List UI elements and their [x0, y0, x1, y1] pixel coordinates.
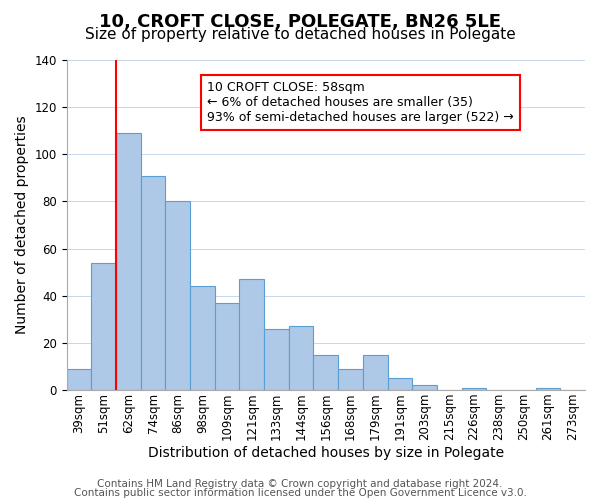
Bar — [412, 386, 437, 390]
Bar — [67, 369, 91, 390]
Bar — [363, 354, 388, 390]
Bar — [313, 354, 338, 390]
Bar — [190, 286, 215, 390]
Bar — [91, 262, 116, 390]
Bar — [289, 326, 313, 390]
Bar — [338, 369, 363, 390]
X-axis label: Distribution of detached houses by size in Polegate: Distribution of detached houses by size … — [148, 446, 504, 460]
Bar — [166, 202, 190, 390]
Text: Contains public sector information licensed under the Open Government Licence v3: Contains public sector information licen… — [74, 488, 526, 498]
Text: Size of property relative to detached houses in Polegate: Size of property relative to detached ho… — [85, 28, 515, 42]
Bar — [116, 133, 141, 390]
Text: 10 CROFT CLOSE: 58sqm
← 6% of detached houses are smaller (35)
93% of semi-detac: 10 CROFT CLOSE: 58sqm ← 6% of detached h… — [208, 81, 514, 124]
Bar — [388, 378, 412, 390]
Bar — [239, 279, 264, 390]
Text: Contains HM Land Registry data © Crown copyright and database right 2024.: Contains HM Land Registry data © Crown c… — [97, 479, 503, 489]
Bar — [536, 388, 560, 390]
Bar — [461, 388, 486, 390]
Text: 10, CROFT CLOSE, POLEGATE, BN26 5LE: 10, CROFT CLOSE, POLEGATE, BN26 5LE — [99, 12, 501, 30]
Y-axis label: Number of detached properties: Number of detached properties — [15, 116, 29, 334]
Bar — [264, 328, 289, 390]
Bar — [215, 303, 239, 390]
Bar — [141, 176, 166, 390]
